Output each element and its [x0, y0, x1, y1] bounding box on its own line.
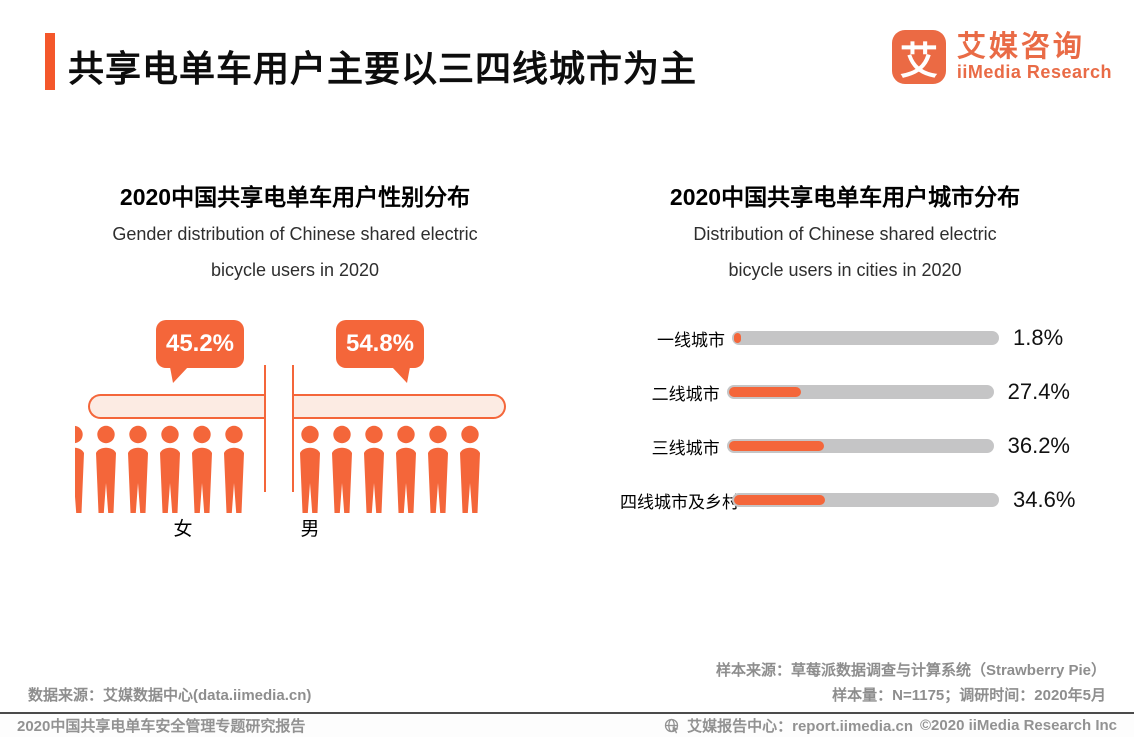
female-axis-label: 女: [173, 519, 193, 540]
city-label: 三线城市: [651, 438, 720, 458]
bar-track: [732, 331, 999, 345]
data-source-note: 数据来源：艾媒数据中心(data.iimedia.cn): [28, 687, 312, 704]
iimedia-logo-icon: 艾: [891, 30, 946, 84]
person-icon: [425, 425, 451, 513]
sample-source-note: 样本来源：草莓派数据调查与计算系统（Strawberry Pie） 样本量：N=…: [716, 658, 1106, 708]
bar-track: [732, 493, 999, 507]
city-bar-row: 三线城市 36.2%: [620, 419, 1070, 473]
bar-track: [726, 439, 994, 453]
bar-fill: [728, 387, 801, 397]
person-icon: [75, 425, 87, 513]
report-series-title: 2020中国共享电单车安全管理专题研究报告: [17, 718, 306, 735]
pill-divider-right: [292, 365, 294, 492]
person-icon: [393, 425, 419, 513]
male-figures-row: [297, 425, 483, 513]
person-icon: [221, 425, 247, 513]
sample-size-line: 样本量：N=1175；调研时间：2020年5月: [832, 687, 1106, 704]
brand-name-en: iiMedia Research: [956, 61, 1112, 82]
city-bar-rows: 一线城市 1.8% 二线城市 27.4% 三线城市 36.2% 四线城市及乡村 34.6%: [620, 311, 1075, 527]
city-label: 一线城市: [657, 330, 725, 350]
male-axis-label: 男: [300, 519, 320, 540]
copyright-text: ©2020 iiMedia Research Inc: [920, 717, 1117, 734]
bar-fill: [734, 495, 825, 505]
gender-distribution-chart: 2020中国共享电单车用户性别分布 Gender distribution of…: [60, 170, 530, 560]
person-icon: [125, 425, 151, 513]
city-chart-subtitle-line1: Distribution of Chinese shared electric: [693, 224, 997, 244]
person-icon: [297, 425, 323, 513]
bar-track: [726, 385, 994, 399]
bar-value: 1.8%: [1013, 325, 1064, 350]
brand-name-cn: 艾媒咨询: [956, 30, 1085, 63]
page-title: 共享电单车用户主要以三四线城市为主: [68, 48, 698, 89]
person-icon: [93, 425, 119, 513]
sample-source-line: 样本来源：草莓派数据调查与计算系统（Strawberry Pie）: [715, 662, 1106, 679]
bottom-bar: 2020中国共享电单车安全管理专题研究报告 艾媒报告中心：report.iime…: [0, 712, 1134, 737]
male-share-pill: [292, 394, 506, 419]
person-icon: [157, 425, 183, 513]
bar-value: 36.2%: [1007, 433, 1070, 458]
female-value-bubble: 45.2%: [156, 320, 244, 383]
gender-chart-title: 2020中国共享电单车用户性别分布: [119, 184, 471, 210]
city-distribution-chart: 2020中国共享电单车用户城市分布 Distribution of Chines…: [620, 170, 1075, 560]
gender-chart-subtitle: Gender distribution of Chinese shared el…: [60, 216, 530, 288]
female-share-pill: [88, 394, 264, 419]
person-icon: [189, 425, 215, 513]
pill-divider-left: [264, 365, 266, 492]
city-label: 四线城市及乡村: [620, 492, 739, 512]
person-icon: [329, 425, 355, 513]
gender-chart-subtitle-line2: bicycle users in 2020: [210, 260, 380, 280]
city-chart-title: 2020中国共享电单车用户城市分布: [669, 184, 1021, 210]
person-icon: [361, 425, 387, 513]
globe-icon: [664, 718, 680, 734]
bar-value: 27.4%: [1007, 379, 1070, 404]
iimedia-logo-text: 艾媒咨询 iiMedia Research: [956, 30, 1112, 83]
female-figures-row: [75, 425, 267, 513]
iimedia-logo: 艾 艾媒咨询 iiMedia Research: [891, 30, 1112, 84]
title-accent-bar: [45, 33, 55, 90]
bar-value: 34.6%: [1013, 487, 1076, 512]
report-center-info: 艾媒报告中心：report.iimedia.cn ©2020 iiMedia R…: [664, 715, 1117, 736]
person-icon: [457, 425, 483, 513]
city-chart-subtitle-line2: bicycle users in cities in 2020: [728, 260, 962, 280]
male-value-bubble: 54.8%: [336, 320, 424, 383]
bar-fill: [728, 441, 824, 451]
city-bar-row: 一线城市 1.8%: [620, 311, 1070, 365]
bar-fill: [734, 333, 741, 343]
city-bar-row: 四线城市及乡村 34.6%: [620, 473, 1075, 527]
city-bar-row: 二线城市 27.4%: [620, 365, 1070, 419]
report-center-url: 艾媒报告中心：report.iimedia.cn: [687, 718, 913, 735]
gender-chart-subtitle-line1: Gender distribution of Chinese shared el…: [112, 224, 478, 244]
city-chart-subtitle: Distribution of Chinese shared electric …: [620, 216, 1070, 288]
city-label: 二线城市: [651, 384, 720, 404]
